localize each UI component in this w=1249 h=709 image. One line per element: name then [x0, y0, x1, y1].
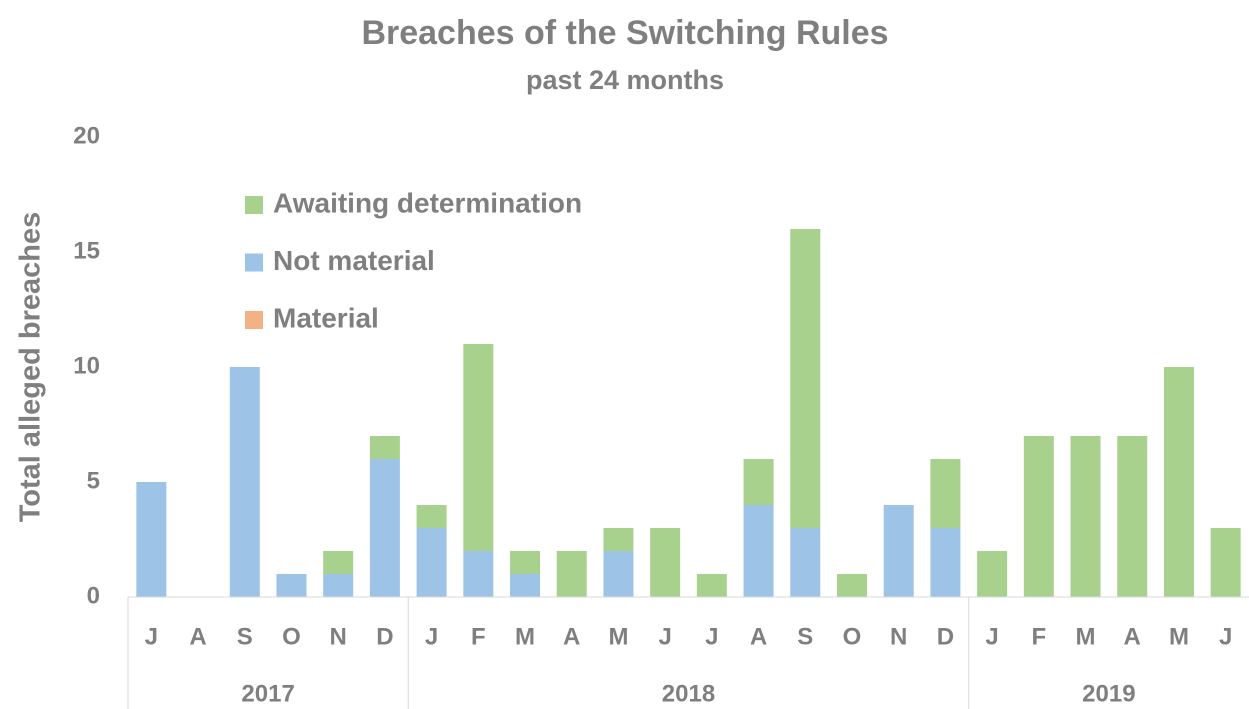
- bar-segment: [1117, 436, 1148, 597]
- legend-label: Not material: [273, 245, 435, 276]
- bar-segment: [790, 229, 821, 528]
- bar-segment: [696, 574, 727, 597]
- x-tick-label: A: [1124, 623, 1141, 650]
- x-tick-label: J: [705, 623, 718, 650]
- bar-segment: [603, 551, 634, 597]
- x-tick-label: M: [608, 623, 628, 650]
- x-group-label: 2017: [241, 680, 294, 707]
- x-tick-label: O: [282, 623, 301, 650]
- bar-segment: [229, 367, 260, 597]
- x-tick-label: J: [425, 623, 438, 650]
- bar-segment: [323, 574, 354, 597]
- bar-segment: [323, 551, 354, 574]
- bar-segment: [1070, 436, 1101, 597]
- x-tick-label: N: [890, 623, 907, 650]
- legend-swatch: [245, 311, 263, 329]
- legend-label: Awaiting determination: [273, 187, 582, 218]
- x-tick-label: J: [658, 623, 671, 650]
- bar-segment: [1210, 528, 1241, 597]
- x-group-label: 2018: [662, 680, 715, 707]
- bar-segment: [883, 505, 914, 597]
- y-tick-label: 20: [73, 122, 100, 149]
- bar-segment: [650, 528, 681, 597]
- bar-segment: [276, 574, 307, 597]
- x-tick-label: A: [563, 623, 580, 650]
- x-tick-label: N: [330, 623, 347, 650]
- bar-segment: [930, 528, 961, 597]
- chart-subtitle: past 24 months: [526, 65, 724, 95]
- bar-segment: [369, 436, 400, 459]
- bar-segment: [463, 344, 494, 551]
- bar-segment: [416, 528, 447, 597]
- x-tick-label: D: [937, 623, 954, 650]
- bar-segment: [743, 505, 774, 597]
- bar-segment: [977, 551, 1008, 597]
- y-tick-label: 0: [87, 582, 100, 609]
- legend-swatch: [245, 253, 263, 272]
- bar-segment: [1163, 367, 1194, 597]
- bar-segment: [1023, 436, 1054, 597]
- x-tick-label: M: [515, 623, 535, 650]
- bar-segment: [743, 459, 774, 505]
- x-tick-label: A: [750, 623, 767, 650]
- x-tick-label: D: [376, 623, 393, 650]
- y-tick-label: 15: [73, 237, 100, 264]
- x-tick-label: A: [189, 623, 206, 650]
- x-tick-label: O: [843, 623, 862, 650]
- x-tick-label: M: [1076, 623, 1096, 650]
- bar-segment: [369, 459, 400, 597]
- x-tick-label: J: [985, 623, 998, 650]
- x-tick-label: J: [1219, 623, 1232, 650]
- bar-segment: [603, 528, 634, 551]
- x-tick-label: F: [471, 623, 486, 650]
- bar-segment: [790, 528, 821, 597]
- x-tick-label: S: [237, 623, 253, 650]
- bar-segment: [416, 505, 447, 528]
- y-tick-label: 5: [87, 467, 100, 494]
- bar-segment: [510, 574, 541, 597]
- y-tick-label: 10: [73, 352, 100, 379]
- x-tick-label: S: [797, 623, 813, 650]
- bar-segment: [836, 574, 867, 597]
- chart-title: Breaches of the Switching Rules: [361, 14, 888, 52]
- x-tick-label: M: [1169, 623, 1189, 650]
- bar-segment: [930, 459, 961, 528]
- legend-swatch: [245, 196, 263, 214]
- x-tick-label: F: [1031, 623, 1046, 650]
- bar-segment: [463, 551, 494, 597]
- bar-segment: [556, 551, 587, 597]
- bar-segment: [136, 482, 167, 597]
- bar-segment: [510, 551, 541, 574]
- x-tick-label: J: [145, 623, 158, 650]
- x-group-label: 2019: [1082, 680, 1135, 707]
- legend-label: Material: [273, 302, 379, 333]
- y-axis-label: Total alleged breaches: [15, 212, 47, 523]
